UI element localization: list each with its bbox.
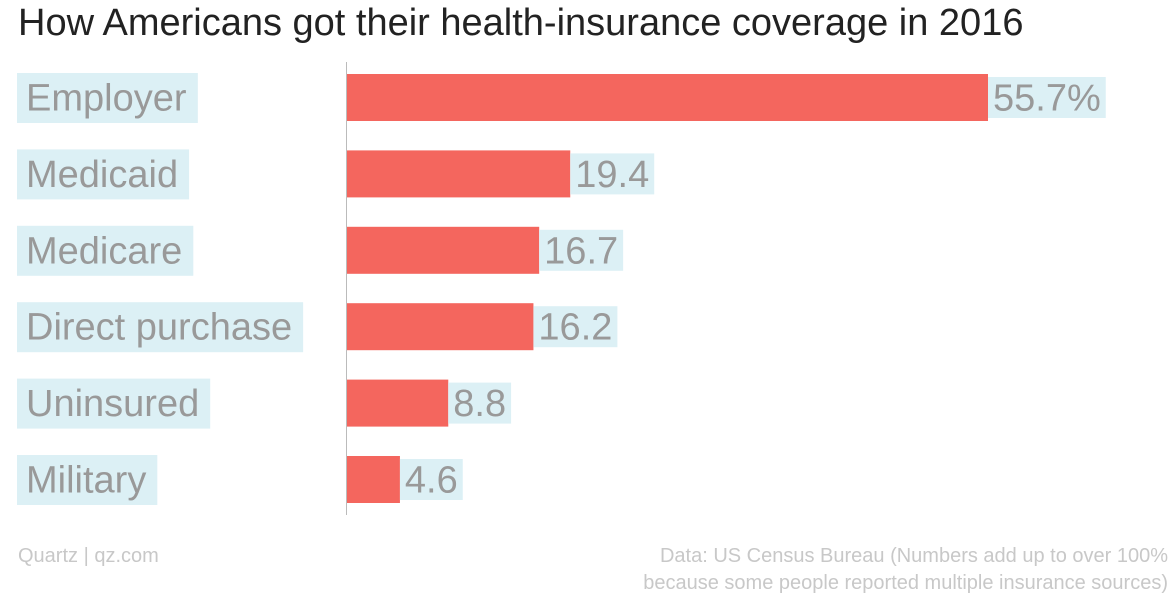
bar — [347, 456, 400, 503]
bar — [347, 150, 571, 198]
bars-layer: Employer 55.7% Medicaid 19.4 Medicare 16.7 Dir… — [17, 73, 1106, 505]
value-label: 19.4 — [575, 154, 649, 196]
value-label: 16.2 — [538, 307, 612, 349]
chart-title: How Americans got their health-insurance… — [18, 2, 1024, 44]
value-label: 4.6 — [405, 460, 458, 502]
value-label-bg — [399, 459, 463, 500]
category-label-bg — [17, 73, 198, 123]
footer-note-line-2: because some people reported multiple in… — [643, 572, 1168, 594]
category-label: Medicare — [26, 230, 182, 272]
value-label-bg — [570, 153, 655, 195]
category-label: Uninsured — [26, 383, 199, 425]
value-label-bg — [448, 382, 512, 424]
value-label-bg — [988, 77, 1106, 118]
category-label: Military — [26, 460, 146, 502]
category-label-bg — [17, 149, 190, 200]
bar — [347, 74, 988, 121]
footer-source: Quartz | qz.com — [18, 545, 159, 567]
bar — [347, 226, 540, 274]
footer-note-line-1: Data: US Census Bureau (Numbers add up t… — [659, 545, 1168, 567]
category-label-bg — [17, 302, 304, 353]
category-label-bg — [17, 378, 211, 429]
category-label: Employer — [26, 78, 187, 120]
value-label: 55.7% — [993, 78, 1101, 120]
category-label-bg — [17, 455, 158, 505]
bar — [347, 379, 449, 427]
bar — [347, 303, 534, 351]
value-label-bg — [533, 306, 618, 348]
value-label: 8.8 — [453, 383, 506, 425]
category-label-bg — [17, 225, 194, 276]
footer-note: Data: US Census Bureau (Numbers add up t… — [508, 543, 1168, 597]
category-label: Medicaid — [26, 154, 178, 196]
category-label: Direct purchase — [26, 307, 292, 349]
value-label-bg — [539, 229, 624, 271]
value-label: 16.7 — [544, 230, 618, 272]
